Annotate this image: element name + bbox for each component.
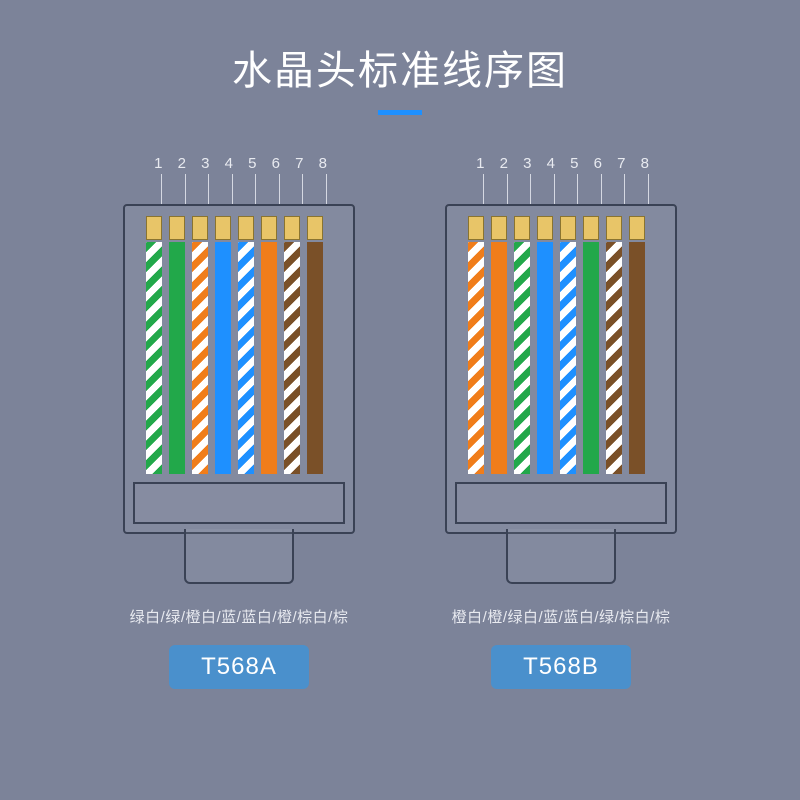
gold-contact xyxy=(537,216,553,240)
page-title: 水晶头标准线序图 xyxy=(0,38,800,96)
connectors-row: 12345678绿白/绿/橙白/蓝/蓝白/橙/棕白/棕T568A12345678… xyxy=(0,155,800,689)
gold-contact-row xyxy=(468,216,645,240)
gold-contact xyxy=(215,216,231,240)
pin-number: 6 xyxy=(269,155,283,172)
pin-number-row: 12345678 xyxy=(148,155,330,172)
gold-contact xyxy=(606,216,622,240)
wire-3 xyxy=(192,242,208,474)
title-underline xyxy=(378,110,422,115)
pin-number: 8 xyxy=(638,155,652,172)
plug-inner-box xyxy=(133,482,345,524)
gold-contact xyxy=(261,216,277,240)
gold-contact xyxy=(192,216,208,240)
pin-number: 7 xyxy=(614,155,628,172)
wire-7 xyxy=(606,242,622,474)
wire-row xyxy=(468,242,645,474)
wire-6 xyxy=(583,242,599,474)
gold-contact xyxy=(491,216,507,240)
connector-t568a: 12345678 绿白/绿/橙白/蓝/蓝白/橙/棕白/棕 T568A xyxy=(123,155,355,689)
wire-8 xyxy=(629,242,645,474)
pin-number: 3 xyxy=(198,155,212,172)
wire-6 xyxy=(261,242,277,474)
wire-8 xyxy=(307,242,323,474)
connector-t568b: 12345678 橙白/橙/绿白/蓝/蓝白/绿/棕白/棕 T568B xyxy=(445,155,677,689)
wire-1 xyxy=(468,242,484,474)
gold-contact xyxy=(468,216,484,240)
pin-number: 5 xyxy=(567,155,581,172)
gold-contact xyxy=(514,216,530,240)
pin-number: 5 xyxy=(245,155,259,172)
pin-number: 6 xyxy=(591,155,605,172)
wire-4 xyxy=(215,242,231,474)
pin-number: 4 xyxy=(222,155,236,172)
pin-number-row: 12345678 xyxy=(470,155,652,172)
wire-2 xyxy=(491,242,507,474)
title-area: 水晶头标准线序图 xyxy=(0,0,800,115)
wire-5 xyxy=(238,242,254,474)
wire-row xyxy=(146,242,323,474)
wire-7 xyxy=(284,242,300,474)
pin-number: 1 xyxy=(151,155,165,172)
pin-number: 3 xyxy=(520,155,534,172)
wire-5 xyxy=(560,242,576,474)
lead-lines xyxy=(139,174,339,204)
lead-lines xyxy=(461,174,661,204)
wire-1 xyxy=(146,242,162,474)
standard-badge: T568B xyxy=(491,645,631,689)
wire-color-label: 绿白/绿/橙白/蓝/蓝白/橙/棕白/棕 xyxy=(130,606,349,627)
standard-badge: T568A xyxy=(169,645,309,689)
wire-4 xyxy=(537,242,553,474)
plug-tab xyxy=(506,529,616,584)
pin-number: 2 xyxy=(175,155,189,172)
rj45-plug xyxy=(123,204,355,584)
gold-contact xyxy=(307,216,323,240)
wire-color-label: 橙白/橙/绿白/蓝/蓝白/绿/棕白/棕 xyxy=(452,606,671,627)
gold-contact xyxy=(284,216,300,240)
gold-contact xyxy=(146,216,162,240)
wire-3 xyxy=(514,242,530,474)
gold-contact xyxy=(629,216,645,240)
pin-number: 8 xyxy=(316,155,330,172)
pin-number: 1 xyxy=(473,155,487,172)
gold-contact xyxy=(560,216,576,240)
pin-number: 4 xyxy=(544,155,558,172)
gold-contact-row xyxy=(146,216,323,240)
gold-contact xyxy=(583,216,599,240)
plug-inner-box xyxy=(455,482,667,524)
plug-tab xyxy=(184,529,294,584)
gold-contact xyxy=(169,216,185,240)
gold-contact xyxy=(238,216,254,240)
pin-number: 7 xyxy=(292,155,306,172)
rj45-plug xyxy=(445,204,677,584)
wire-2 xyxy=(169,242,185,474)
pin-number: 2 xyxy=(497,155,511,172)
